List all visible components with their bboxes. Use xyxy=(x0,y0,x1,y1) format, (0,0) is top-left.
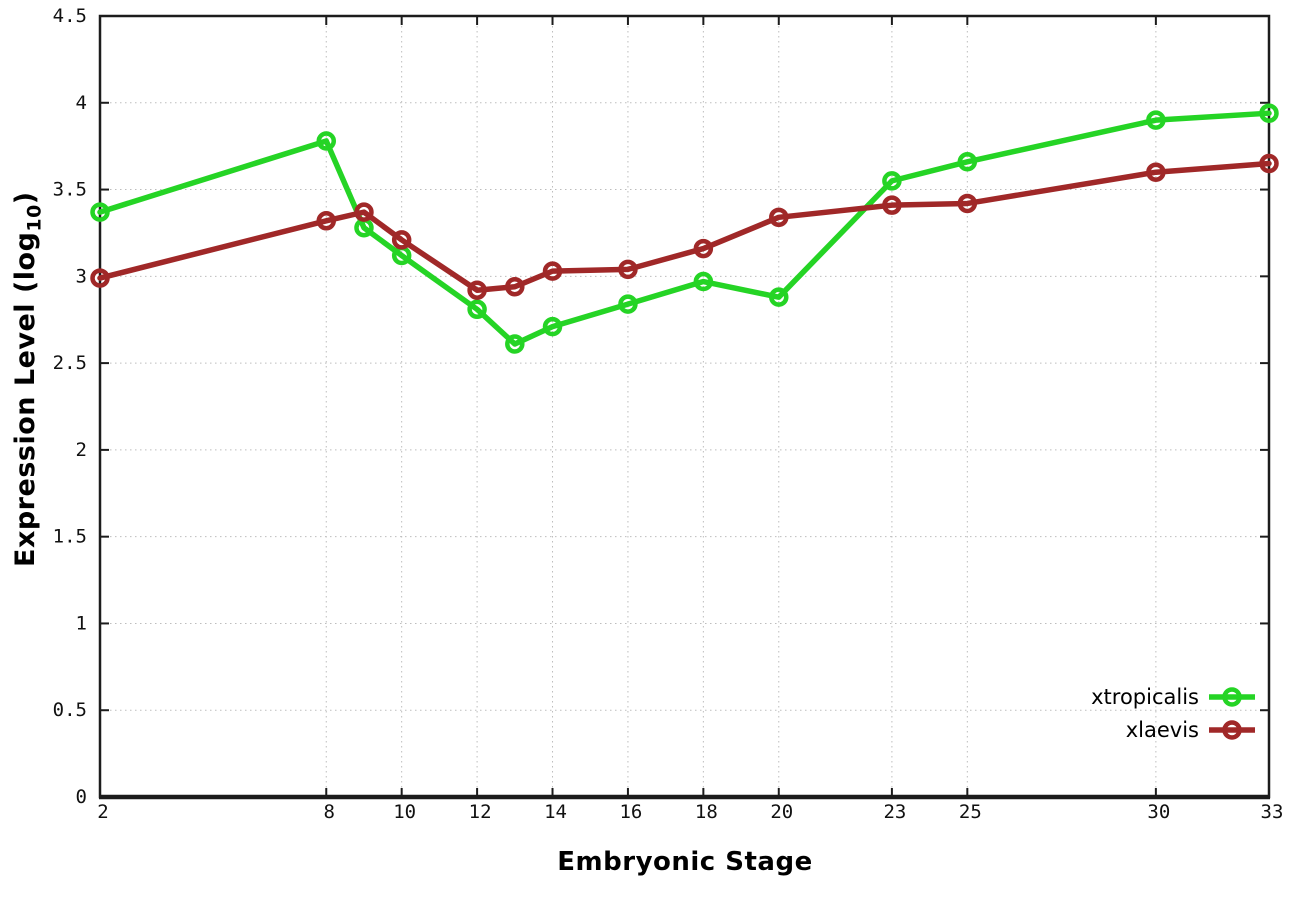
legend-label-xlaevis: xlaevis xyxy=(1125,717,1199,742)
series-marker-xtropicalis xyxy=(1146,110,1166,130)
x-tick-label: 14 xyxy=(544,801,567,823)
y-tick-label: 3 xyxy=(76,265,87,287)
series-marker-xlaevis xyxy=(1259,153,1279,174)
x-tick-label: 25 xyxy=(959,801,982,823)
series-line-xtropicalis xyxy=(97,110,1272,347)
series-marker-xlaevis xyxy=(505,276,525,297)
series-marker-xlaevis xyxy=(90,268,110,288)
y-tick-label: 1.5 xyxy=(53,526,87,548)
series-marker-xlaevis xyxy=(391,230,412,250)
series-marker-xtropicalis xyxy=(693,271,714,292)
y-axis-title-suffix: ) xyxy=(10,191,41,205)
legend-sample-icon xyxy=(1209,686,1255,707)
y-tick-label: 2.5 xyxy=(53,352,87,374)
legend: xtropicalis xlaevis xyxy=(1091,680,1256,746)
series-marker-xtropicalis xyxy=(882,171,902,191)
series-marker-xlaevis xyxy=(467,280,487,300)
series-marker-xtropicalis xyxy=(467,299,487,320)
series-line-xlaevis xyxy=(97,160,1272,293)
series-marker-xtropicalis xyxy=(505,334,525,354)
x-tick-label: 2 xyxy=(97,801,108,823)
y-tick-label: 1 xyxy=(76,612,87,634)
x-tick-label: 18 xyxy=(695,801,718,823)
series-marker-xlaevis xyxy=(1146,162,1166,182)
series-marker-xlaevis xyxy=(882,195,902,215)
y-tick-label: 0 xyxy=(76,786,87,808)
x-tick-label: 33 xyxy=(1261,801,1284,823)
x-tick-label: 30 xyxy=(1147,801,1170,823)
x-tick-label: 16 xyxy=(619,801,642,823)
x-tick-label: 8 xyxy=(324,801,335,823)
y-tick-label: 4 xyxy=(76,92,87,114)
series-marker-xlaevis xyxy=(618,259,638,280)
x-tick-label: 12 xyxy=(469,801,492,823)
series-marker-xtropicalis xyxy=(90,202,110,222)
x-tick-label: 23 xyxy=(883,801,906,823)
series-marker-xlaevis xyxy=(542,261,563,281)
legend-item-xtropicalis: xtropicalis xyxy=(1091,680,1256,713)
series-marker-xtropicalis xyxy=(957,152,978,172)
legend-sample-icon xyxy=(1209,719,1255,740)
y-axis-title-subscript: 10 xyxy=(23,204,46,232)
y-axis-title: Expression Level (log10) xyxy=(10,191,45,567)
y-tick-label: 3.5 xyxy=(53,179,87,201)
legend-item-xlaevis: xlaevis xyxy=(1091,713,1256,746)
x-tick-label: 20 xyxy=(770,801,793,823)
legend-label-xtropicalis: xtropicalis xyxy=(1091,684,1199,709)
series-marker-xlaevis xyxy=(957,193,978,214)
series-marker-xlaevis xyxy=(316,211,337,231)
series-marker-xlaevis xyxy=(693,238,714,259)
x-axis-title: Embryonic Stage xyxy=(557,847,813,877)
series-marker-xtropicalis xyxy=(618,294,638,314)
series-marker-xtropicalis xyxy=(542,316,563,337)
series-marker-xlaevis xyxy=(354,202,374,222)
y-tick-label: 4.5 xyxy=(53,5,87,27)
y-axis-title-text: Expression Level (log xyxy=(10,231,41,567)
series-marker-xtropicalis xyxy=(316,131,337,151)
series-marker-xtropicalis xyxy=(1259,103,1279,123)
y-tick-label: 2 xyxy=(76,439,87,461)
x-tick-label: 10 xyxy=(393,801,416,823)
series-marker-xlaevis xyxy=(769,207,789,228)
y-tick-label: 0.5 xyxy=(53,699,87,721)
series-marker-xtropicalis xyxy=(769,287,789,307)
